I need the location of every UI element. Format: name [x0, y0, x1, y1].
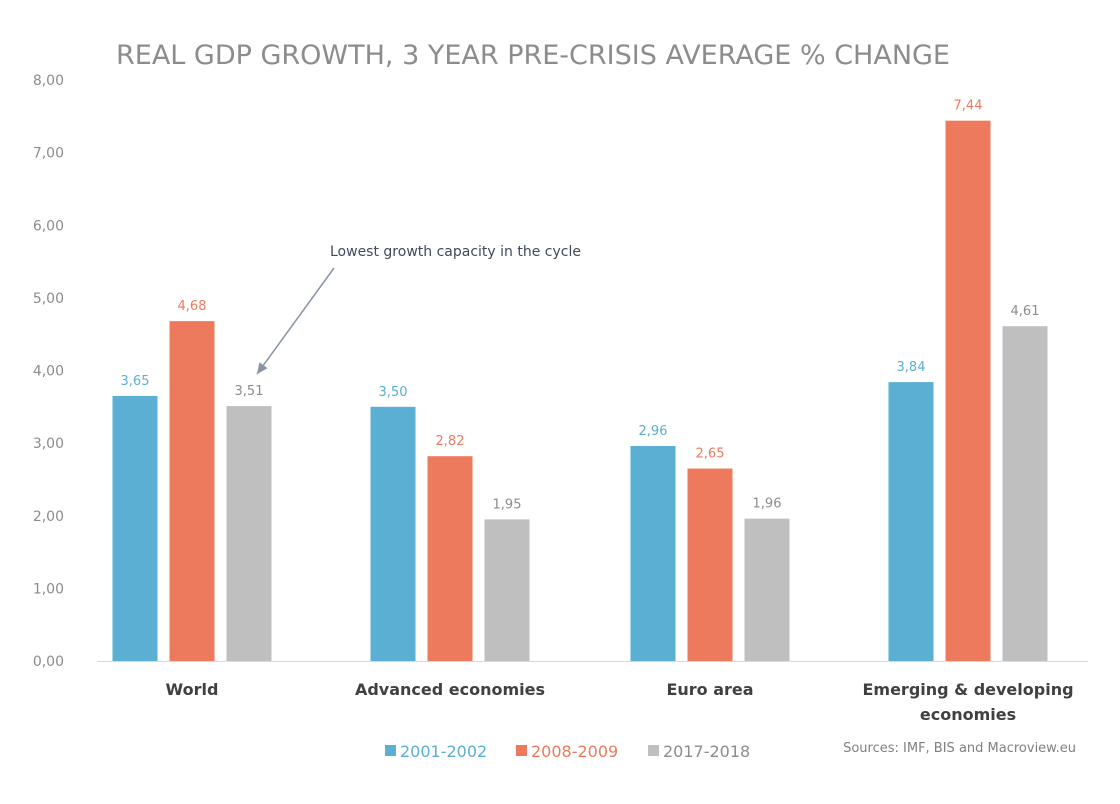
data-label: 4,68 — [178, 299, 207, 314]
data-label: 7,44 — [954, 99, 983, 114]
data-label: 4,61 — [1011, 304, 1040, 319]
bars-group — [112, 120, 1048, 662]
data-label: 3,84 — [897, 360, 926, 375]
bar — [945, 120, 991, 662]
data-label: 2,65 — [696, 447, 725, 462]
y-tick-label: 6,00 — [33, 218, 64, 234]
bar — [427, 456, 473, 661]
y-tick-label: 3,00 — [33, 436, 64, 452]
y-tick-label: 8,00 — [33, 73, 64, 89]
bar — [1002, 326, 1048, 661]
y-tick-label: 7,00 — [33, 146, 64, 162]
y-axis: 0,00 1,00 2,00 3,00 4,00 5,00 6,00 7,00 8,00 — [33, 73, 64, 670]
legend-swatch — [516, 745, 527, 756]
source-note: Sources: IMF, BIS and Macroview.eu — [843, 741, 1076, 756]
annotation-text: Lowest growth capacity in the cycle — [330, 244, 581, 260]
annotation-arrow-line — [256, 267, 335, 375]
y-tick-label: 0,00 — [33, 654, 64, 670]
data-label: 2,82 — [436, 434, 465, 449]
category-label: World — [166, 680, 219, 699]
legend-label: 2001-2002 — [400, 742, 487, 761]
bar — [169, 321, 215, 661]
legend-swatch — [385, 745, 396, 756]
bar — [888, 382, 934, 661]
data-label: 1,96 — [753, 497, 782, 512]
data-labels-group: 3,65 3,50 2,96 3,84 4,68 2,82 2,65 7,44 3,51 1,95… — [121, 99, 1040, 513]
bar — [630, 446, 676, 661]
legend-swatch — [648, 745, 659, 756]
data-label: 3,50 — [379, 385, 408, 400]
data-label: 1,95 — [493, 497, 522, 512]
y-tick-label: 4,00 — [33, 364, 64, 380]
annotation-arrowhead — [257, 362, 268, 375]
legend: 2001-2002 2008-2009 2017-2018 — [385, 742, 750, 761]
bar — [112, 395, 158, 661]
bar — [744, 518, 790, 661]
chart-title: REAL GDP GROWTH, 3 YEAR PRE-CRISIS AVERA… — [116, 40, 950, 71]
bar — [226, 406, 272, 661]
bar — [484, 519, 530, 661]
bar — [370, 406, 416, 661]
y-tick-label: 2,00 — [33, 509, 64, 525]
data-label: 2,96 — [639, 424, 668, 439]
x-axis: World Advanced economies Euro area Emerging… — [97, 661, 1088, 724]
y-tick-label: 5,00 — [33, 291, 64, 307]
data-label: 3,51 — [235, 384, 264, 399]
category-label: Emerging & developing — [862, 680, 1073, 699]
data-label: 3,65 — [121, 374, 150, 389]
bar — [687, 468, 733, 661]
y-tick-label: 1,00 — [33, 581, 64, 597]
annotation-group: Lowest growth capacity in the cycle — [256, 244, 581, 375]
legend-label: 2017-2018 — [663, 742, 750, 761]
category-label: Euro area — [666, 680, 753, 699]
legend-label: 2008-2009 — [531, 742, 618, 761]
category-label: economies — [920, 705, 1016, 724]
category-label: Advanced economies — [355, 680, 545, 699]
